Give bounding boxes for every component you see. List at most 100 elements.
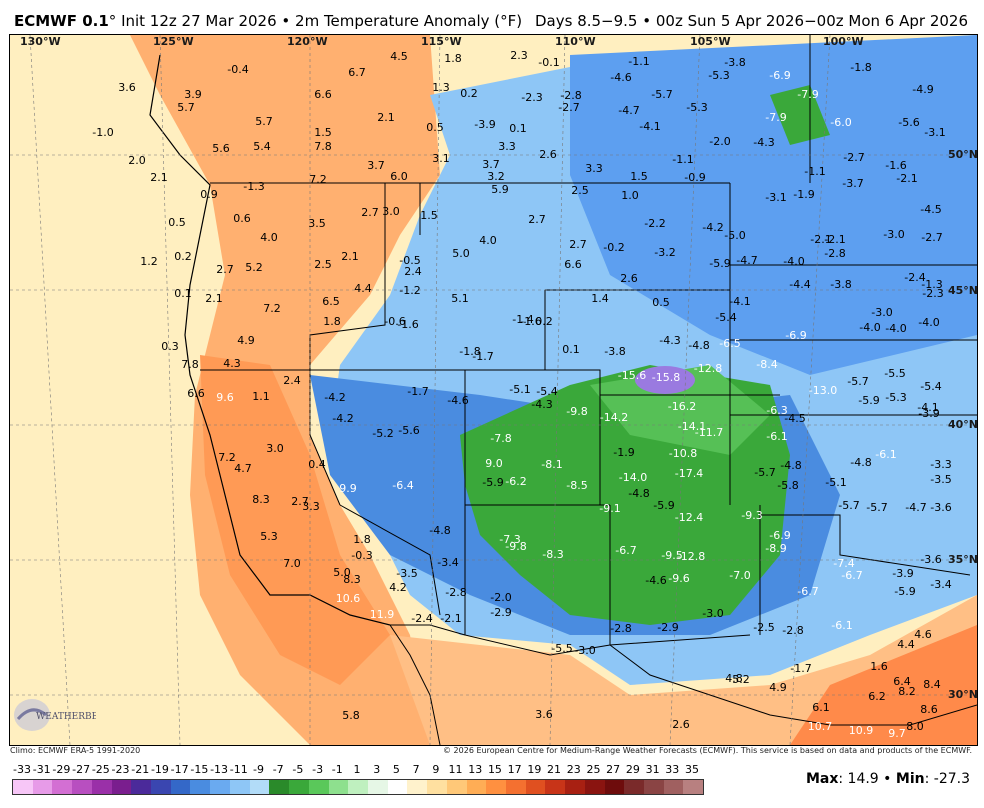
copyright-note: © 2026 European Centre for Medium-Range … [443,746,972,755]
anomaly-value: 6.6 [564,258,582,271]
colorbar-swatch [289,780,309,794]
anomaly-value: -6.9 [769,69,790,82]
anomaly-value: 5.2 [732,673,750,686]
anomaly-value: -4.0 [918,316,939,329]
anomaly-value: -4.3 [531,398,552,411]
anomaly-value: -5.7 [754,466,775,479]
anomaly-value: 4.2 [389,581,407,594]
anomaly-value: 4.0 [479,234,497,247]
colorbar-swatch [407,780,428,794]
anomaly-value: -3.9 [918,407,939,420]
warm-region-california [200,355,390,685]
anomaly-value: 1.5 [630,170,648,183]
anomaly-value: 9.0 [485,457,503,470]
colorbar-swatch [72,780,92,794]
anomaly-value: 5.4 [253,140,271,153]
anomaly-value: -5.3 [686,101,707,114]
anomaly-value: 3.3 [585,162,603,175]
anomaly-value: -1.6 [397,318,418,331]
anomaly-value: -2.3 [521,91,542,104]
map-title: ECMWF 0.1° Init 12z 27 Mar 2026 • 2m Tem… [14,12,522,30]
anomaly-value: 1.5 [314,126,332,139]
anomaly-value: -9.6 [668,572,689,585]
anomaly-value: -5.3 [885,391,906,404]
colorbar-tick-label: -33 [13,763,31,776]
colorbar-swatch [486,780,506,794]
anomaly-value: -1.6 [520,315,541,328]
colorbar-swatch [249,780,270,794]
anomaly-value: 1.6 [870,660,888,673]
colorbar-tick-label: -27 [72,763,91,776]
colorbar-tick-label: -13 [210,763,229,776]
anomaly-value: 7.8 [181,358,199,371]
anomaly-value: -2.8 [610,622,631,635]
anomaly-value: 5.8 [342,709,360,722]
colorbar-tick-label: -3 [312,763,324,776]
anomaly-value: -0.4 [227,63,248,76]
anomaly-value: -3.0 [574,644,595,657]
anomaly-value: 8.4 [923,678,941,691]
colorbar-tick-label: 19 [527,763,542,776]
colorbar-swatch [505,780,526,794]
svg-text:WEATHERBELL: WEATHERBELL [36,712,96,722]
anomaly-value: 2.6 [620,272,638,285]
anomaly-value: 5.9 [491,183,509,196]
colorbar-swatch [644,780,664,794]
colorbar-swatch [210,780,230,794]
anomaly-value: -3.3 [930,458,951,471]
anomaly-value: 0.3 [161,340,179,353]
anomaly-value: -1.9 [793,188,814,201]
colorbar-swatch [387,780,408,794]
colorbar-tick-label: 13 [468,763,483,776]
anomaly-value: -2.0 [490,591,511,604]
anomaly-value: -3.6 [920,553,941,566]
anomaly-value: -17.4 [675,467,703,480]
anomaly-value: -4.6 [447,394,468,407]
anomaly-value: -5.9 [709,257,730,270]
anomaly-value: -6.9 [769,529,790,542]
colorbar-tick-label: -5 [292,763,304,776]
colorbar-tick-label: 9 [432,763,440,776]
anomaly-value: -5.9 [482,476,503,489]
colorbar-swatch [229,780,250,794]
anomaly-value: 3.6 [118,81,136,94]
anomaly-value: -11.7 [695,426,723,439]
anomaly-value: -2.1 [824,233,845,246]
anomaly-value: -5.8 [777,479,798,492]
valid-time: Days 8.5−9.5 • 00z Sun 5 Apr 2026−00z Mo… [535,12,968,30]
colorbar-swatch [91,780,112,794]
anomaly-value: -7.9 [797,88,818,101]
colorbar-swatch [131,780,152,794]
anomaly-value: -2.8 [824,247,845,260]
anomaly-value: -14.0 [619,471,647,484]
anomaly-value: -9.8 [505,540,526,553]
anomaly-value: 10.9 [849,724,874,737]
anomaly-value: 2.6 [672,718,690,731]
lon-label-100w: 100°W [823,35,864,48]
anomaly-value: 3.5 [308,217,326,230]
anomaly-value: -1.8 [459,345,480,358]
anomaly-value: -9.3 [741,509,762,522]
anomaly-value: -5.7 [651,88,672,101]
lat-label-35n: 35°N [948,553,977,566]
colorbar-tick-label: 27 [606,763,621,776]
anomaly-value: 4.4 [897,638,915,651]
colorbar-scale [12,779,704,795]
anomaly-value: 3.3 [302,500,320,513]
anomaly-value: -3.7 [842,177,863,190]
anomaly-value: 0.2 [460,87,478,100]
lon-label-115w: 115°W [421,35,462,48]
anomaly-value: -12.8 [694,362,722,375]
colorbar-swatch [111,780,132,794]
anomaly-value: -0.5 [399,254,420,267]
colorbar-tick-label: 33 [665,763,680,776]
anomaly-value: 7.0 [283,557,301,570]
anomaly-value: -2.3 [922,287,943,300]
anomaly-value: 4.8 [725,672,743,685]
anomaly-value: -1.9 [613,446,634,459]
anomaly-value: -3.4 [930,578,951,591]
anomaly-value: 2.5 [571,184,589,197]
anomaly-value: -9.5 [661,549,682,562]
anomaly-value: 5.7 [255,115,273,128]
anomaly-value: 3.7 [367,159,385,172]
